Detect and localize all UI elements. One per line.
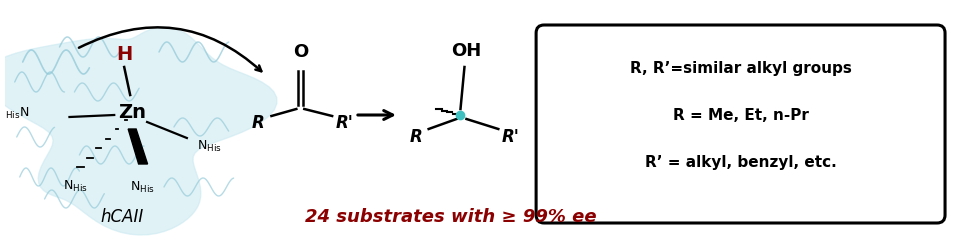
Polygon shape bbox=[128, 129, 148, 164]
Text: H: H bbox=[116, 45, 132, 64]
Text: R = Me, Et, n-Pr: R = Me, Et, n-Pr bbox=[672, 108, 807, 123]
Text: hCAII: hCAII bbox=[100, 208, 144, 226]
Text: OH: OH bbox=[451, 42, 481, 60]
Polygon shape bbox=[0, 27, 276, 235]
Text: N$_{\mathrm{His}}$: N$_{\mathrm{His}}$ bbox=[63, 179, 88, 194]
Text: R: R bbox=[409, 128, 421, 146]
Text: O: O bbox=[293, 43, 308, 61]
Text: R': R' bbox=[335, 114, 354, 132]
Text: R: R bbox=[252, 114, 265, 132]
Text: N$_{\mathrm{His}}$: N$_{\mathrm{His}}$ bbox=[196, 138, 221, 154]
Text: R, R’=similar alkyl groups: R, R’=similar alkyl groups bbox=[629, 60, 851, 76]
Text: Zn: Zn bbox=[118, 102, 146, 122]
Text: N$_{\mathrm{His}}$: N$_{\mathrm{His}}$ bbox=[130, 180, 154, 195]
Text: 24 substrates with ≥ 99% ee: 24 substrates with ≥ 99% ee bbox=[304, 208, 596, 226]
Text: R’ = alkyl, benzyl, etc.: R’ = alkyl, benzyl, etc. bbox=[644, 155, 836, 170]
FancyBboxPatch shape bbox=[536, 25, 944, 223]
Text: $_{\mathrm{His}}$N: $_{\mathrm{His}}$N bbox=[6, 105, 30, 121]
Text: R': R' bbox=[500, 128, 518, 146]
